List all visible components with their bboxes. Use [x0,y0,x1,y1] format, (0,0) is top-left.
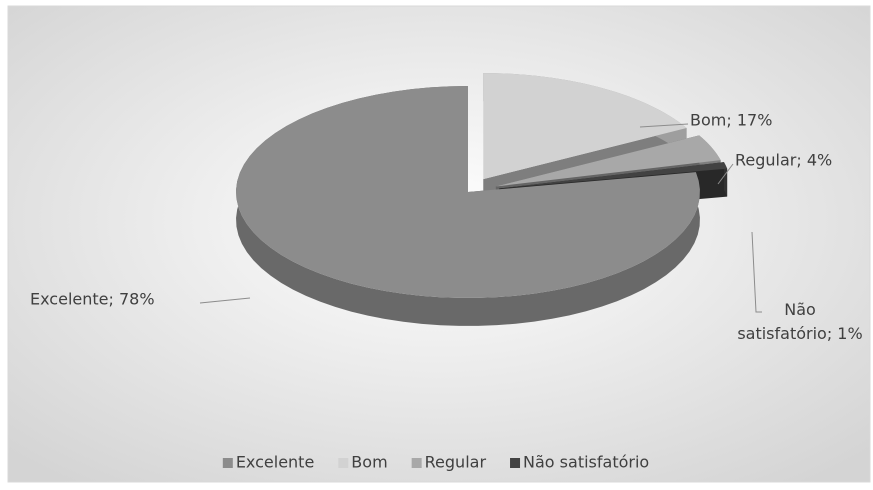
legend-swatch [338,458,349,468]
slice [495,135,721,187]
legend-swatch [411,458,422,468]
legend-swatch [510,458,521,468]
data-label: Regular; 4% [735,151,832,170]
data-label: Bom; 17% [690,111,772,130]
leader-line [751,231,762,313]
legend-label: Não satisfatório [523,453,649,472]
legend-label: Regular [425,453,487,472]
leader-line [639,123,689,128]
slice [236,86,700,298]
leader-line [717,163,734,185]
legend-label: Bom [351,453,387,472]
data-labels: Excelente; 78% Bom; 17% Regular; 4% Não sati… [30,111,863,343]
slice [499,162,728,189]
data-label: Excelente; 78% [30,290,155,309]
slice [483,73,687,180]
data-label: Não satisfatório; 1% [737,300,862,343]
pie [236,73,728,326]
leader-line [199,297,251,304]
legend-swatch [222,458,233,468]
slice-side [723,162,728,197]
legend-label: Excelente [236,453,314,472]
legend: Excelente Bom Regular Não satisfatório [222,453,649,472]
